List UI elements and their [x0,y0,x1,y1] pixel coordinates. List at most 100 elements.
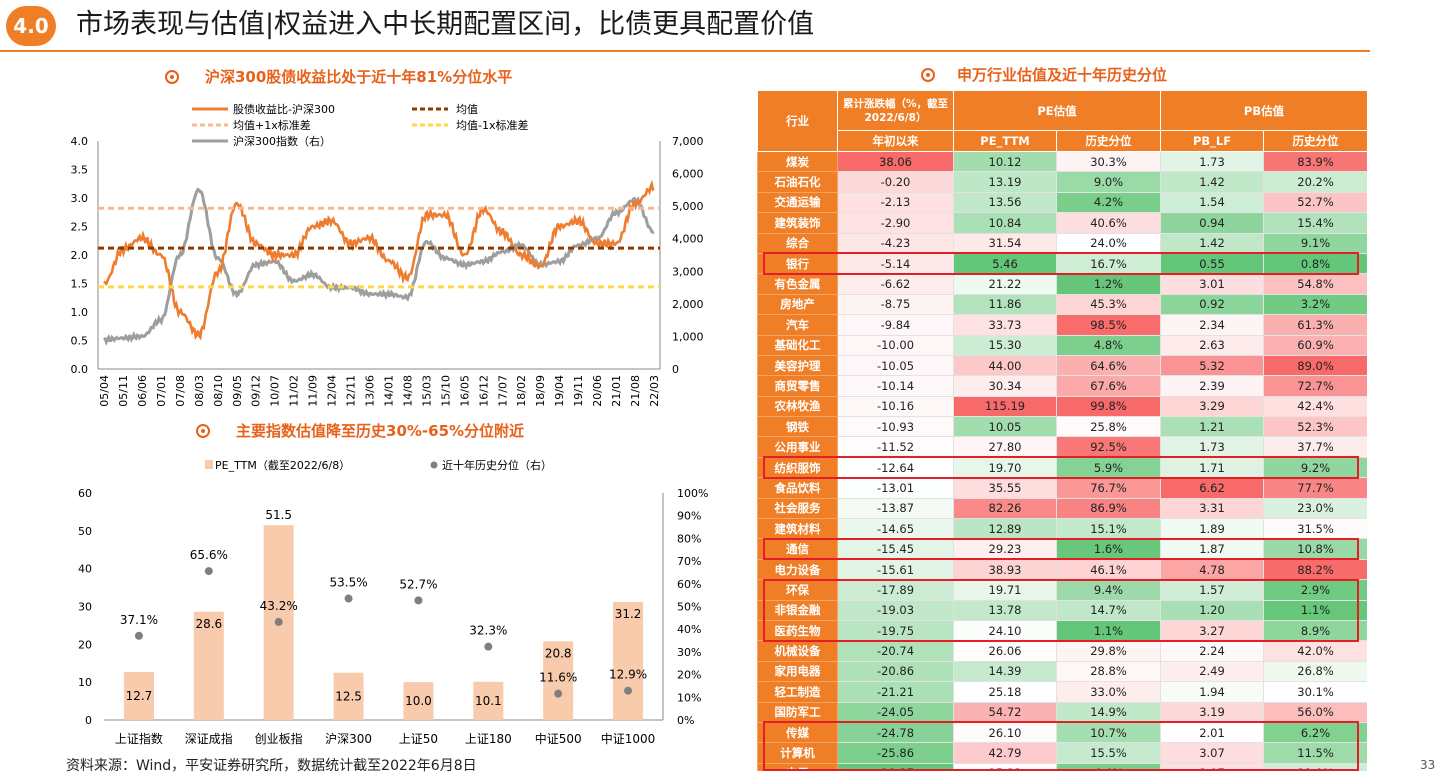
x-tick-label: 19/11 [572,375,585,407]
ytd-return-cell: -4.23 [837,232,954,254]
y-left-tick-label: 4.0 [71,135,89,148]
pb-percentile-cell: 11.5% [1263,742,1367,764]
x-tick-label: 08/10 [212,375,225,407]
x-tick-label: 05/04 [98,375,111,407]
ytd-return-cell: -13.01 [837,477,954,499]
industry-name-cell: 家用电器 [757,660,838,683]
industry-row: 电子-28.3725.234.4%2.9721.0% [757,762,1367,771]
pb-lf-cell: 0.94 [1160,212,1265,234]
industry-name-cell: 综合 [757,232,838,254]
x-tick-label: 16/05 [458,375,471,407]
pb-lf-cell: 1.94 [1160,681,1265,703]
pb-lf-cell: 3.19 [1160,701,1265,723]
industry-name-cell: 食品饮料 [757,477,838,499]
industry-name-cell: 煤炭 [757,150,838,173]
pe-ttm-cell: 27.80 [953,436,1057,458]
pe-ttm-cell: 54.72 [953,701,1057,723]
ytd-return-cell: -24.05 [837,701,954,723]
pb-percentile-cell: 8.9% [1263,619,1367,642]
percentile-label: 52.7% [399,577,437,591]
x-tick-label: 16/12 [477,375,490,407]
pe-percentile-cell: 1.2% [1055,273,1162,295]
pb-percentile-cell: 72.7% [1263,375,1367,397]
x-tick-label: 18/09 [534,375,547,407]
industry-row: 煤炭 38.06 10.12 30.3% 1.73 83.9% [757,150,1367,173]
ytd-return-cell: -10.93 [837,416,954,438]
industry-row: 医药生物 -19.75 24.10 1.1% 3.27 8.9% [757,619,1367,642]
x-tick-label: 17/07 [496,375,509,407]
industry-name-cell: 建筑装饰 [757,212,838,234]
pe-value-label: 28.6 [195,617,222,631]
pe-percentile-cell: 14.9% [1055,701,1162,723]
pb-percentile-cell: 31.5% [1263,518,1367,540]
y-right-tick-label: 2,000 [672,298,704,311]
header-ytd: 年初以来 [837,130,954,152]
industry-valuation-table: 行业 累计涨跌幅（%，截至2022/6/8） PE估值 PB估值 年初以来 PE… [757,90,1367,771]
index-valuation-chart: PE_TTM（截至2022/6/8） 近十年历史分位（右） 0 10 20 30 40 5… [78,458,708,746]
pe-value-label: 10.0 [405,694,432,708]
percentile-dot [344,594,353,603]
industry-name-cell: 汽车 [757,314,838,336]
y-right-tick-label: 90% [677,510,701,523]
percentile-label: 43.2% [260,599,298,613]
pe-percentile-cell: 10.7% [1055,721,1162,744]
pb-lf-cell: 1.57 [1160,579,1265,601]
header-industry: 行业 [757,90,838,152]
bullet-ring-icon [921,68,935,82]
percentile-dot [624,686,633,695]
y-right-tick-label: 0 [672,363,679,376]
percentile-dot [204,567,213,576]
pb-lf-cell: 1.42 [1160,171,1265,193]
legend-upper-label: 均值+1x标准差 [233,118,311,132]
category-label: 深证成指 [185,731,233,746]
pb-percentile-cell: 23.0% [1263,497,1367,520]
pb-percentile-cell: 9.1% [1263,232,1367,254]
pe-ttm-cell: 11.86 [953,293,1057,316]
legend-percentile-swatch [430,461,438,469]
industry-name-cell: 交通运输 [757,191,838,214]
industry-row: 建筑材料 -14.65 12.89 15.1% 1.89 31.5% [757,518,1367,540]
industry-row: 房地产 -8.75 11.86 45.3% 0.92 3.2% [757,293,1367,316]
x-tick-label: 06/06 [136,375,149,407]
y-right-tick-label: 30% [677,646,701,659]
highlight-box [763,578,1359,642]
industry-name-cell: 医药生物 [757,619,838,642]
bullet-ring-icon [165,70,179,84]
page-title: 市场表现与估值|权益进入中长期配置区间，比债更具配置价值 [76,9,815,40]
x-tick-label: 15/10 [439,375,452,407]
pb-percentile-cell: 88.2% [1263,558,1367,581]
x-tick-label: 13/06 [364,375,377,407]
industry-row: 美容护理 -10.05 44.00 64.6% 5.32 89.0% [757,354,1367,377]
x-tick-label: 19/04 [553,375,566,407]
x-tick-label: 12/11 [345,375,358,407]
pb-lf-cell: 1.73 [1160,436,1265,458]
pb-lf-cell: 2.49 [1160,660,1265,683]
y-left-tick-label: 60 [78,487,92,500]
pe-percentile-cell: 4.8% [1055,334,1162,356]
ytd-return-cell: -2.13 [837,191,954,214]
ytd-return-cell: -20.86 [837,660,954,683]
pb-percentile-cell: 42.4% [1263,395,1367,418]
pb-percentile-cell: 37.7% [1263,436,1367,458]
header-pb-group: PB估值 [1160,90,1367,131]
header-pe-group: PE估值 [952,90,1162,131]
x-tick-label: 18/02 [515,375,528,407]
y-left-tick-label: 3.0 [71,192,89,205]
y-right-tick-label: 50% [677,601,701,614]
industry-name-cell: 钢铁 [757,416,838,438]
x-tick-label: 20/06 [591,375,604,407]
pe-percentile-cell: 76.7% [1055,477,1162,499]
header-pb-lf: PB_LF [1160,130,1265,152]
header-pe-ttm: PE_TTM [953,130,1057,152]
pe-bar [333,672,364,720]
percentile-dot [414,596,423,605]
header-pb-percentile: 历史分位 [1263,130,1367,152]
pe-percentile-cell: 98.5% [1055,314,1162,336]
y-left-tick-label: 50 [78,525,92,538]
percentile-dot [274,617,283,626]
chart2-legend: PE_TTM（截至2022/6/8） 近十年历史分位（右） [205,458,552,472]
pe-percentile-cell: 24.0% [1055,232,1162,254]
ytd-return-cell: -10.05 [837,354,954,377]
industry-row: 商贸零售 -10.14 30.34 67.6% 2.39 72.7% [757,375,1367,397]
industry-name-cell: 机械设备 [757,640,838,662]
